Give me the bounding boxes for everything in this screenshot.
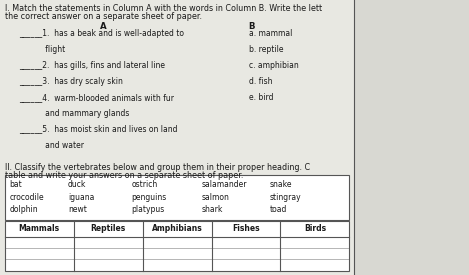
Text: c. amphibian: c. amphibian: [249, 61, 298, 70]
Text: A: A: [100, 22, 106, 31]
Text: salmon: salmon: [202, 192, 229, 202]
Text: salamander: salamander: [202, 180, 247, 189]
Text: e. bird: e. bird: [249, 93, 273, 102]
Text: ______3.  has dry scaly skin: ______3. has dry scaly skin: [19, 77, 122, 86]
Text: newt: newt: [68, 205, 87, 215]
Text: B: B: [249, 22, 255, 31]
Text: dolphin: dolphin: [9, 205, 38, 215]
Text: and mammary glands: and mammary glands: [19, 109, 129, 118]
Text: ______4.  warm-blooded animals with fur: ______4. warm-blooded animals with fur: [19, 93, 174, 102]
Text: II. Classify the vertebrates below and group them in their proper heading. C: II. Classify the vertebrates below and g…: [5, 163, 310, 172]
Text: ______1.  has a beak and is well-adapted to: ______1. has a beak and is well-adapted …: [19, 29, 184, 38]
Text: iguana: iguana: [68, 192, 94, 202]
Text: table and write your answers on a separate sheet of paper.: table and write your answers on a separa…: [5, 171, 243, 180]
Text: d. fish: d. fish: [249, 77, 272, 86]
Bar: [354, 0, 469, 275]
Text: penguins: penguins: [131, 192, 166, 202]
Text: shark: shark: [202, 205, 223, 215]
Text: ostrich: ostrich: [131, 180, 158, 189]
Text: and water: and water: [19, 141, 84, 150]
Text: Birds: Birds: [304, 224, 326, 233]
Text: flight: flight: [19, 45, 65, 54]
Text: Mammals: Mammals: [19, 224, 60, 233]
Text: ______2.  has gills, fins and lateral line: ______2. has gills, fins and lateral lin…: [19, 61, 165, 70]
Text: a. mammal: a. mammal: [249, 29, 292, 38]
Text: crocodile: crocodile: [9, 192, 44, 202]
Text: I. Match the statements in Column A with the words in Column B. Write the lett: I. Match the statements in Column A with…: [5, 4, 322, 13]
Text: toad: toad: [270, 205, 287, 215]
Text: platypus: platypus: [131, 205, 165, 215]
Text: stingray: stingray: [270, 192, 301, 202]
Text: duck: duck: [68, 180, 86, 189]
Text: ______5.  has moist skin and lives on land: ______5. has moist skin and lives on lan…: [19, 125, 177, 134]
Text: the correct answer on a separate sheet of paper.: the correct answer on a separate sheet o…: [5, 12, 202, 21]
Bar: [5, 175, 349, 220]
Text: b. reptile: b. reptile: [249, 45, 283, 54]
Text: snake: snake: [270, 180, 292, 189]
Text: Fishes: Fishes: [232, 224, 260, 233]
Text: bat: bat: [9, 180, 22, 189]
Text: Reptiles: Reptiles: [91, 224, 126, 233]
Bar: [5, 221, 349, 271]
Text: Amphibians: Amphibians: [151, 224, 203, 233]
